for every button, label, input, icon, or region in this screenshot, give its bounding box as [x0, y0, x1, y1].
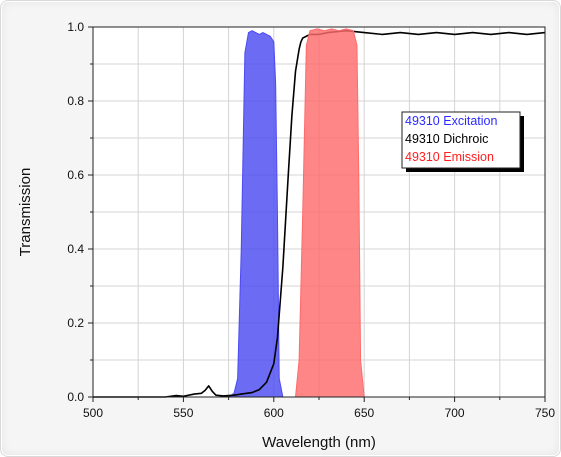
legend-box: [401, 111, 521, 169]
y-tick-label: 0.6: [67, 168, 84, 182]
y-axis-ticks: 0.0 0.2 0.4 0.6 0.8 1.0: [67, 20, 93, 404]
series-line-49310-dichroic: [93, 29, 546, 398]
x-tick-label: 600: [264, 406, 284, 420]
y-tick-label: 1.0: [67, 20, 84, 34]
y-tick-label: 0.8: [67, 94, 84, 108]
x-tick-label: 750: [535, 406, 555, 420]
y-tick-label: 0.0: [67, 390, 84, 404]
y-tick-label: 0.2: [67, 316, 84, 330]
x-tick-label: 650: [354, 406, 374, 420]
series-area-49310-emission: [294, 28, 365, 398]
y-axis-title: Transmission: [17, 168, 34, 257]
y-tick-label: 0.4: [67, 242, 84, 256]
x-tick-label: 550: [173, 406, 193, 420]
series-area-49310-excitation: [226, 30, 284, 398]
legend-label-excitation: 49310 Excitation: [405, 114, 497, 128]
x-axis-ticks: 500 550 600 650 700 750: [83, 397, 555, 420]
legend-label-dichroic: 49310 Dichroic: [405, 132, 488, 146]
legend-label-emission: 49310 Emission: [405, 150, 494, 164]
legend: 49310 Excitation 49310 Dichroic 49310 Em…: [401, 111, 524, 172]
x-axis-title: Wavelength (nm): [262, 434, 376, 451]
x-tick-label: 700: [445, 406, 465, 420]
x-tick-label: 500: [83, 406, 103, 420]
series-layer: [93, 28, 546, 398]
